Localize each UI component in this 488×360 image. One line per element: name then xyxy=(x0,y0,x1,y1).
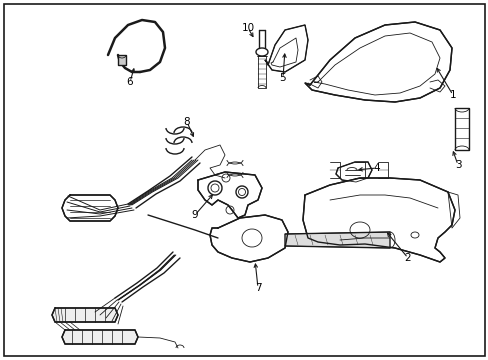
Polygon shape xyxy=(62,330,138,344)
Text: 10: 10 xyxy=(241,23,254,33)
Text: 8: 8 xyxy=(183,117,190,127)
Polygon shape xyxy=(285,232,389,248)
Text: 9: 9 xyxy=(191,210,198,220)
Polygon shape xyxy=(118,55,126,65)
Polygon shape xyxy=(303,178,454,262)
Text: 2: 2 xyxy=(404,253,410,263)
Text: 4: 4 xyxy=(373,163,380,173)
Text: 7: 7 xyxy=(254,283,261,293)
Polygon shape xyxy=(305,22,451,102)
Text: 5: 5 xyxy=(279,73,286,83)
Polygon shape xyxy=(209,215,287,262)
Polygon shape xyxy=(52,308,118,322)
Polygon shape xyxy=(62,195,118,221)
Text: 1: 1 xyxy=(449,90,455,100)
Text: 3: 3 xyxy=(454,160,460,170)
Polygon shape xyxy=(198,172,262,218)
Polygon shape xyxy=(454,108,468,150)
Text: 6: 6 xyxy=(126,77,133,87)
Polygon shape xyxy=(335,162,371,182)
Polygon shape xyxy=(264,25,307,72)
